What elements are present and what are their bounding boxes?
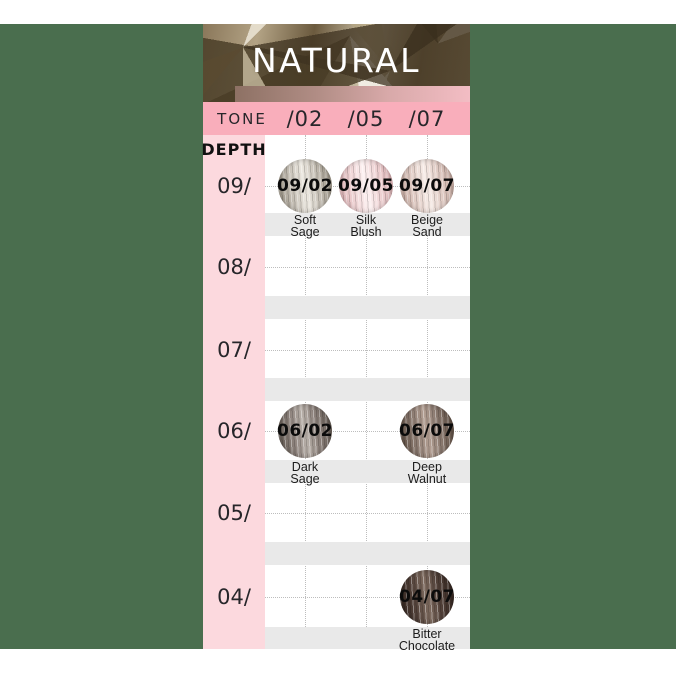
tone-column-header: /05 (347, 106, 385, 131)
hair-shade-swatch: 09/02 (276, 159, 334, 213)
tone-column-header: /07 (408, 106, 446, 131)
tone-row-label: TONE (217, 109, 267, 128)
shade-name-caption: Beige Sand (411, 213, 443, 239)
hair-shade-swatch: 06/02 (276, 404, 334, 458)
shade-name-band (265, 296, 470, 319)
shade-grid: Soft Sage 09/02 Silk Blush 09/05 Beige Sand 09/0… (265, 135, 470, 653)
shade-name-caption: Dark Sage (290, 460, 320, 486)
shade-code-label: 06/02 (276, 421, 334, 441)
depth-column: DEPTH 09/08/07/06/05/04/ (201, 135, 267, 649)
grid-horizontal-dotted-line (265, 267, 470, 268)
shade-name-caption: Soft Sage (290, 213, 320, 239)
depth-column-header: DEPTH (201, 140, 267, 159)
grid-horizontal-dotted-line (265, 431, 470, 432)
grid-horizontal-dotted-line (265, 350, 470, 351)
shade-name-band (265, 460, 470, 483)
depth-row-label: 09/ (217, 174, 251, 198)
shade-code-label: 06/07 (398, 421, 456, 441)
depth-row-label: 08/ (217, 255, 251, 279)
shade-name-band (265, 213, 470, 236)
shade-name-caption: Bitter Chocolate (398, 627, 456, 653)
tone-header-row: TONE /02/05/07 (203, 102, 470, 135)
shade-name-band (265, 378, 470, 401)
hair-shade-swatch: 04/07 (398, 570, 456, 624)
shade-name-band (265, 627, 470, 649)
shade-code-label: 09/07 (398, 176, 456, 196)
header-gradient-bar (235, 86, 470, 102)
shade-name-band (265, 542, 470, 565)
hair-shade-swatch: 09/05 (337, 159, 395, 213)
tone-column-header: /02 (286, 106, 324, 131)
grid-horizontal-dotted-line (265, 513, 470, 514)
shade-code-label: 09/02 (276, 176, 334, 196)
shade-code-label: 09/05 (337, 176, 395, 196)
depth-row-label: 05/ (217, 501, 251, 525)
shade-code-label: 04/07 (398, 587, 456, 607)
depth-row-label: 04/ (217, 585, 251, 609)
shade-name-caption: Deep Walnut (407, 460, 447, 486)
grid-horizontal-dotted-line (265, 597, 470, 598)
hair-shade-swatch: 06/07 (398, 404, 456, 458)
hair-shade-swatch: 09/07 (398, 159, 456, 213)
depth-row-label: 06/ (217, 419, 251, 443)
shade-name-caption: Silk Blush (350, 213, 382, 239)
depth-row-label: 07/ (217, 338, 251, 362)
chart-title: NATURAL (251, 40, 422, 80)
